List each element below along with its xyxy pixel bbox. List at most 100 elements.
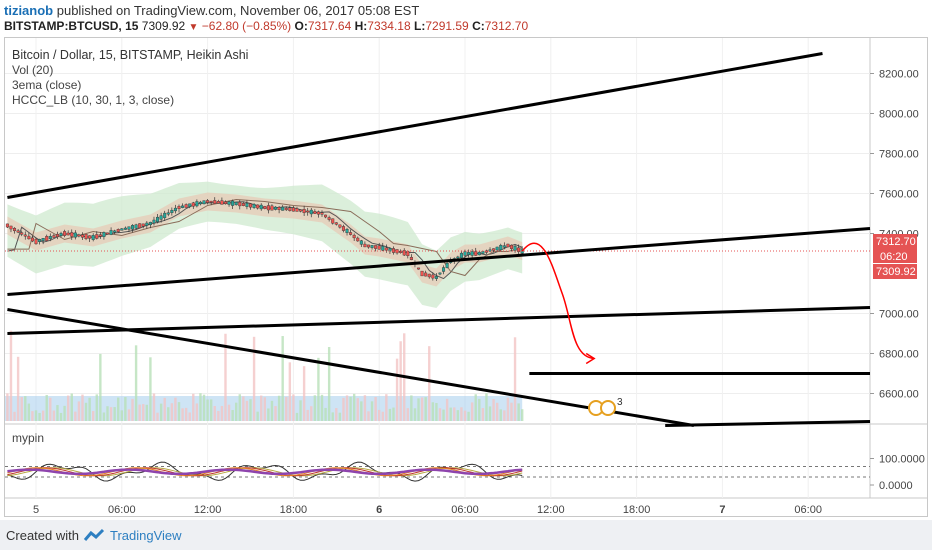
price-chart[interactable]: 8200.008000.007800.007600.007400.007000.…: [0, 0, 932, 520]
mypin-oscillator: [5, 461, 870, 482]
candle-body: [274, 206, 278, 210]
last-price-badge: [873, 264, 917, 279]
volume-bar: [92, 411, 95, 421]
candle-body: [374, 245, 378, 249]
candle-body: [377, 245, 381, 250]
candle-body: [191, 202, 195, 207]
osc-tick-label: 0.0000: [879, 480, 913, 492]
oscillator-axis: 100.0000 0.0000: [870, 454, 925, 492]
candle-body: [198, 201, 202, 205]
candle-body: [334, 222, 338, 225]
volume-bar: [217, 410, 220, 421]
trendline[interactable]: [7, 308, 695, 427]
volume-bar: [360, 401, 363, 421]
time-tick-label: 12:00: [537, 504, 565, 516]
candle-body: [495, 246, 499, 251]
legend-title: Bitcoin / Dollar, 15, BITSTAMP, Heikin A…: [12, 48, 249, 62]
legend-ema[interactable]: 3ema (close): [12, 78, 82, 92]
candle-body: [499, 244, 503, 251]
candle-body: [341, 226, 345, 231]
trendlines[interactable]: [7, 52, 871, 427]
volume-bar: [313, 395, 317, 421]
candle-body: [131, 225, 135, 230]
volume-bar: [506, 397, 510, 421]
candle-body: [5, 223, 9, 228]
candle-body: [316, 211, 320, 215]
candle-body: [327, 217, 331, 220]
event-marker[interactable]: 3: [588, 397, 623, 416]
candle-body: [474, 251, 478, 256]
volume-bar: [245, 400, 249, 421]
volume-bar: [331, 412, 334, 421]
close-price-badge: [873, 234, 917, 249]
volume-bar: [88, 397, 91, 421]
author-name[interactable]: tizianob: [4, 3, 54, 18]
volume-bar: [424, 397, 427, 421]
candle-body: [41, 238, 45, 241]
candle-body: [406, 250, 410, 257]
publish-line: tizianob published on TradingView.com, N…: [4, 3, 419, 18]
volume-bar: [145, 404, 149, 421]
candle-body: [381, 246, 385, 251]
candle-body: [102, 232, 106, 237]
candle-body: [291, 207, 295, 212]
volume-bar: [510, 402, 513, 421]
candle-body: [123, 227, 127, 230]
brand-name[interactable]: TradingView: [110, 528, 182, 543]
price-tick-label: 8200.00: [879, 69, 919, 81]
candle-body: [145, 222, 149, 226]
chart-legend: Bitcoin / Dollar, 15, BITSTAMP, Heikin A…: [12, 48, 248, 108]
trendline[interactable]: [7, 306, 871, 335]
legend-hccc[interactable]: HCCC_LB (10, 30, 1, 3, close): [12, 93, 175, 107]
candle-body: [331, 218, 335, 224]
candle-body: [427, 273, 431, 278]
candle-body: [223, 201, 227, 205]
trendline[interactable]: [7, 52, 823, 199]
volume-bar: [327, 347, 331, 421]
volume-bar: [209, 399, 213, 421]
candle-body: [170, 209, 174, 214]
close-label: C:: [472, 19, 485, 33]
volume-bar: [392, 407, 395, 421]
candle-body: [481, 251, 485, 254]
time-axis[interactable]: 5 06:00 12:00 18:00 6 06:00 12:00 18:00 7 06:00: [33, 504, 822, 516]
volume-bar: [66, 395, 70, 421]
volume-bar: [202, 394, 206, 421]
chart-frame: [4, 37, 928, 517]
candle-body: [506, 243, 510, 248]
candle-body: [48, 235, 52, 240]
low-value: 7291.59: [425, 19, 469, 33]
volume-bar: [270, 400, 274, 421]
volume-bar: [310, 406, 313, 421]
candle-body: [23, 234, 27, 237]
trendline[interactable]: [7, 227, 871, 296]
time-tick-label: 7: [719, 504, 725, 516]
candle-body: [299, 209, 303, 212]
indicator-title[interactable]: mypin: [12, 431, 45, 445]
volume-bar: [374, 396, 377, 421]
price-badges: 7312.70 06:20 7309.92: [873, 234, 917, 279]
volume-bar: [435, 402, 438, 421]
candle-body: [113, 230, 117, 233]
candle-body: [109, 230, 113, 235]
volume-bar: [59, 412, 63, 421]
candle-body: [177, 206, 181, 209]
candle-body: [70, 232, 74, 237]
price-tick-label: 6600.00: [879, 389, 919, 401]
candle-body: [59, 233, 63, 236]
volume-bar: [124, 397, 127, 421]
volume-bar: [406, 408, 409, 421]
volume-bar: [453, 407, 456, 421]
volume-bar: [413, 408, 417, 421]
volume-bar: [188, 412, 191, 421]
volume-bar: [342, 397, 345, 421]
trendline[interactable]: [665, 420, 871, 427]
flag-eu-icon[interactable]: [600, 400, 616, 416]
countdown-text: 06:20: [880, 251, 908, 263]
candle-body: [366, 244, 370, 248]
open-label: O:: [294, 19, 308, 33]
volume-bar: [513, 337, 517, 421]
last-price: 7309.92: [141, 19, 186, 33]
legend-volume[interactable]: Vol (20): [12, 63, 54, 77]
candle-body: [120, 228, 124, 231]
